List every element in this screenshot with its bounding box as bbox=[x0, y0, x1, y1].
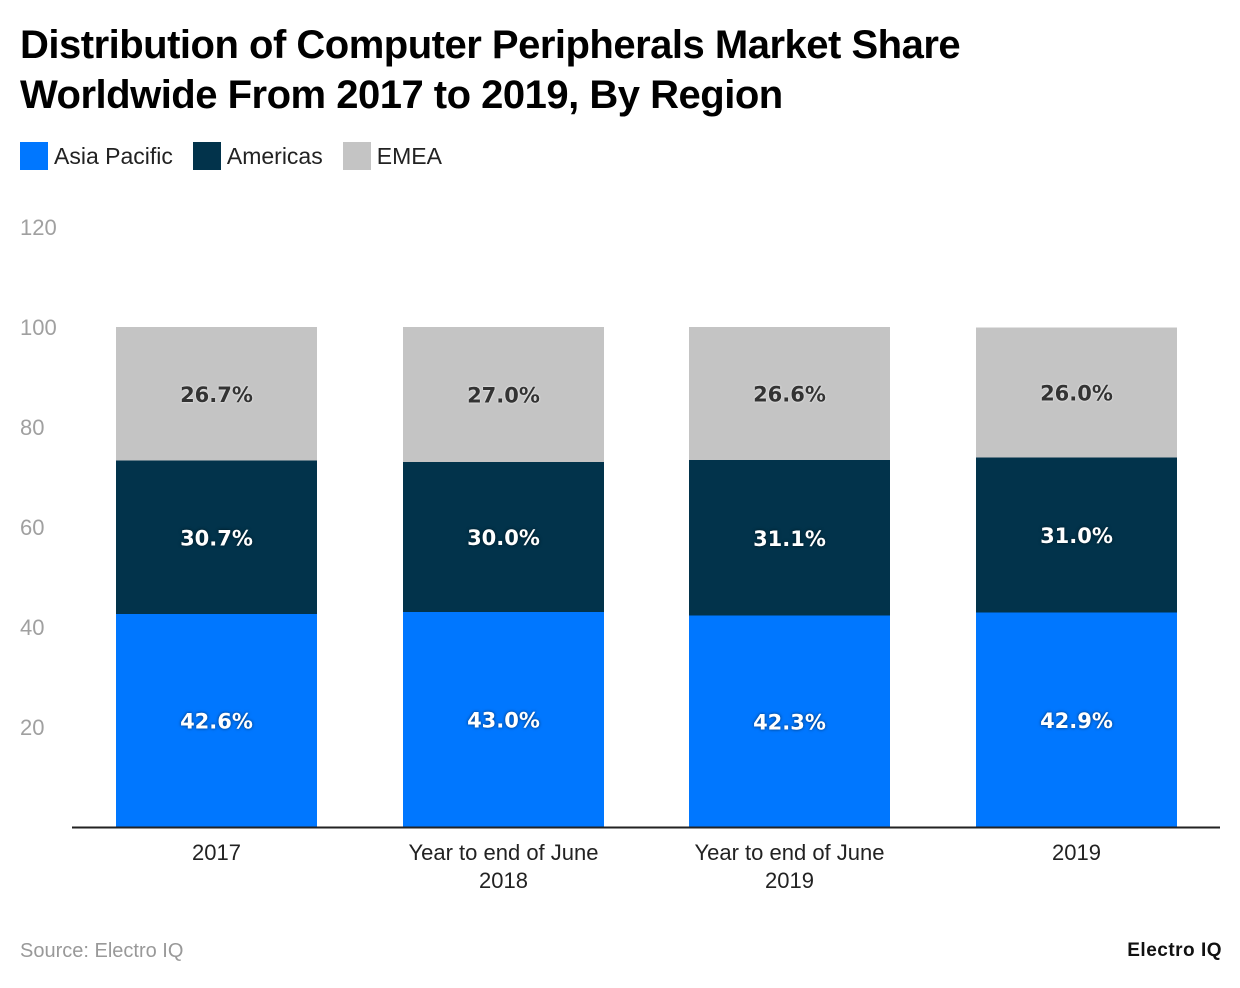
bar-segment-americas bbox=[116, 460, 317, 614]
legend-item-asia-pacific: Asia Pacific bbox=[20, 142, 173, 170]
legend-label: Asia Pacific bbox=[54, 142, 173, 169]
data-label: 31.1% bbox=[753, 527, 826, 551]
x-tick-label: 2017 bbox=[192, 840, 241, 865]
bar-segment-emea bbox=[976, 327, 1177, 458]
y-tick-label: 60 bbox=[20, 515, 44, 540]
bar-segment-americas bbox=[976, 457, 1177, 613]
bar-segment-asia-pacific bbox=[976, 612, 1177, 827]
bar-segment-asia-pacific bbox=[403, 612, 604, 827]
y-tick-label: 120 bbox=[20, 215, 57, 240]
data-label: 26.0% bbox=[1040, 382, 1113, 406]
source-note: Source: Electro IQ bbox=[20, 940, 184, 962]
legend-swatch-emea bbox=[342, 142, 371, 170]
data-label: 27.0% bbox=[467, 384, 540, 408]
x-tick-label: Year to end of June bbox=[408, 840, 598, 865]
data-label: 26.7% bbox=[180, 383, 253, 407]
bar-segment-asia-pacific bbox=[116, 614, 317, 827]
bar-segment-asia-pacific bbox=[689, 615, 890, 827]
y-tick-label: 100 bbox=[20, 315, 57, 340]
data-label: 26.6% bbox=[753, 383, 826, 407]
data-label: 42.3% bbox=[753, 710, 826, 734]
electro-iq-logo: Electro IQ bbox=[1127, 940, 1222, 961]
bar-segment-emea bbox=[403, 327, 604, 462]
bar-segment-americas bbox=[689, 460, 890, 616]
data-label: 42.6% bbox=[180, 710, 253, 734]
data-label: 42.9% bbox=[1040, 709, 1113, 733]
legend-item-emea: EMEA bbox=[342, 142, 442, 170]
bar-segment-emea bbox=[116, 327, 317, 461]
legend: Asia Pacific Americas EMEA bbox=[20, 142, 462, 170]
bar-segment-emea bbox=[689, 327, 890, 460]
legend-swatch-asia-pacific bbox=[20, 142, 48, 170]
x-tick-label: 2019 bbox=[765, 868, 814, 893]
x-tick-label: 2018 bbox=[479, 868, 528, 893]
y-tick-label: 40 bbox=[20, 615, 44, 640]
data-label: 43.0% bbox=[467, 709, 540, 733]
x-tick-label: Year to end of June bbox=[694, 840, 884, 865]
x-tick-label: 2019 bbox=[1052, 840, 1101, 865]
legend-label: Americas bbox=[226, 142, 323, 169]
data-label: 31.0% bbox=[1040, 524, 1113, 548]
legend-label: EMEA bbox=[376, 142, 442, 169]
y-tick-label: 80 bbox=[20, 415, 44, 440]
bar-segment-americas bbox=[403, 462, 604, 612]
data-label: 30.7% bbox=[180, 526, 253, 550]
chart-title: Distribution of Computer Peripherals Mar… bbox=[20, 23, 961, 117]
y-tick-label: 20 bbox=[20, 715, 44, 740]
legend-swatch-americas bbox=[192, 142, 221, 170]
data-label: 30.0% bbox=[467, 526, 540, 550]
legend-item-americas: Americas bbox=[192, 142, 323, 170]
